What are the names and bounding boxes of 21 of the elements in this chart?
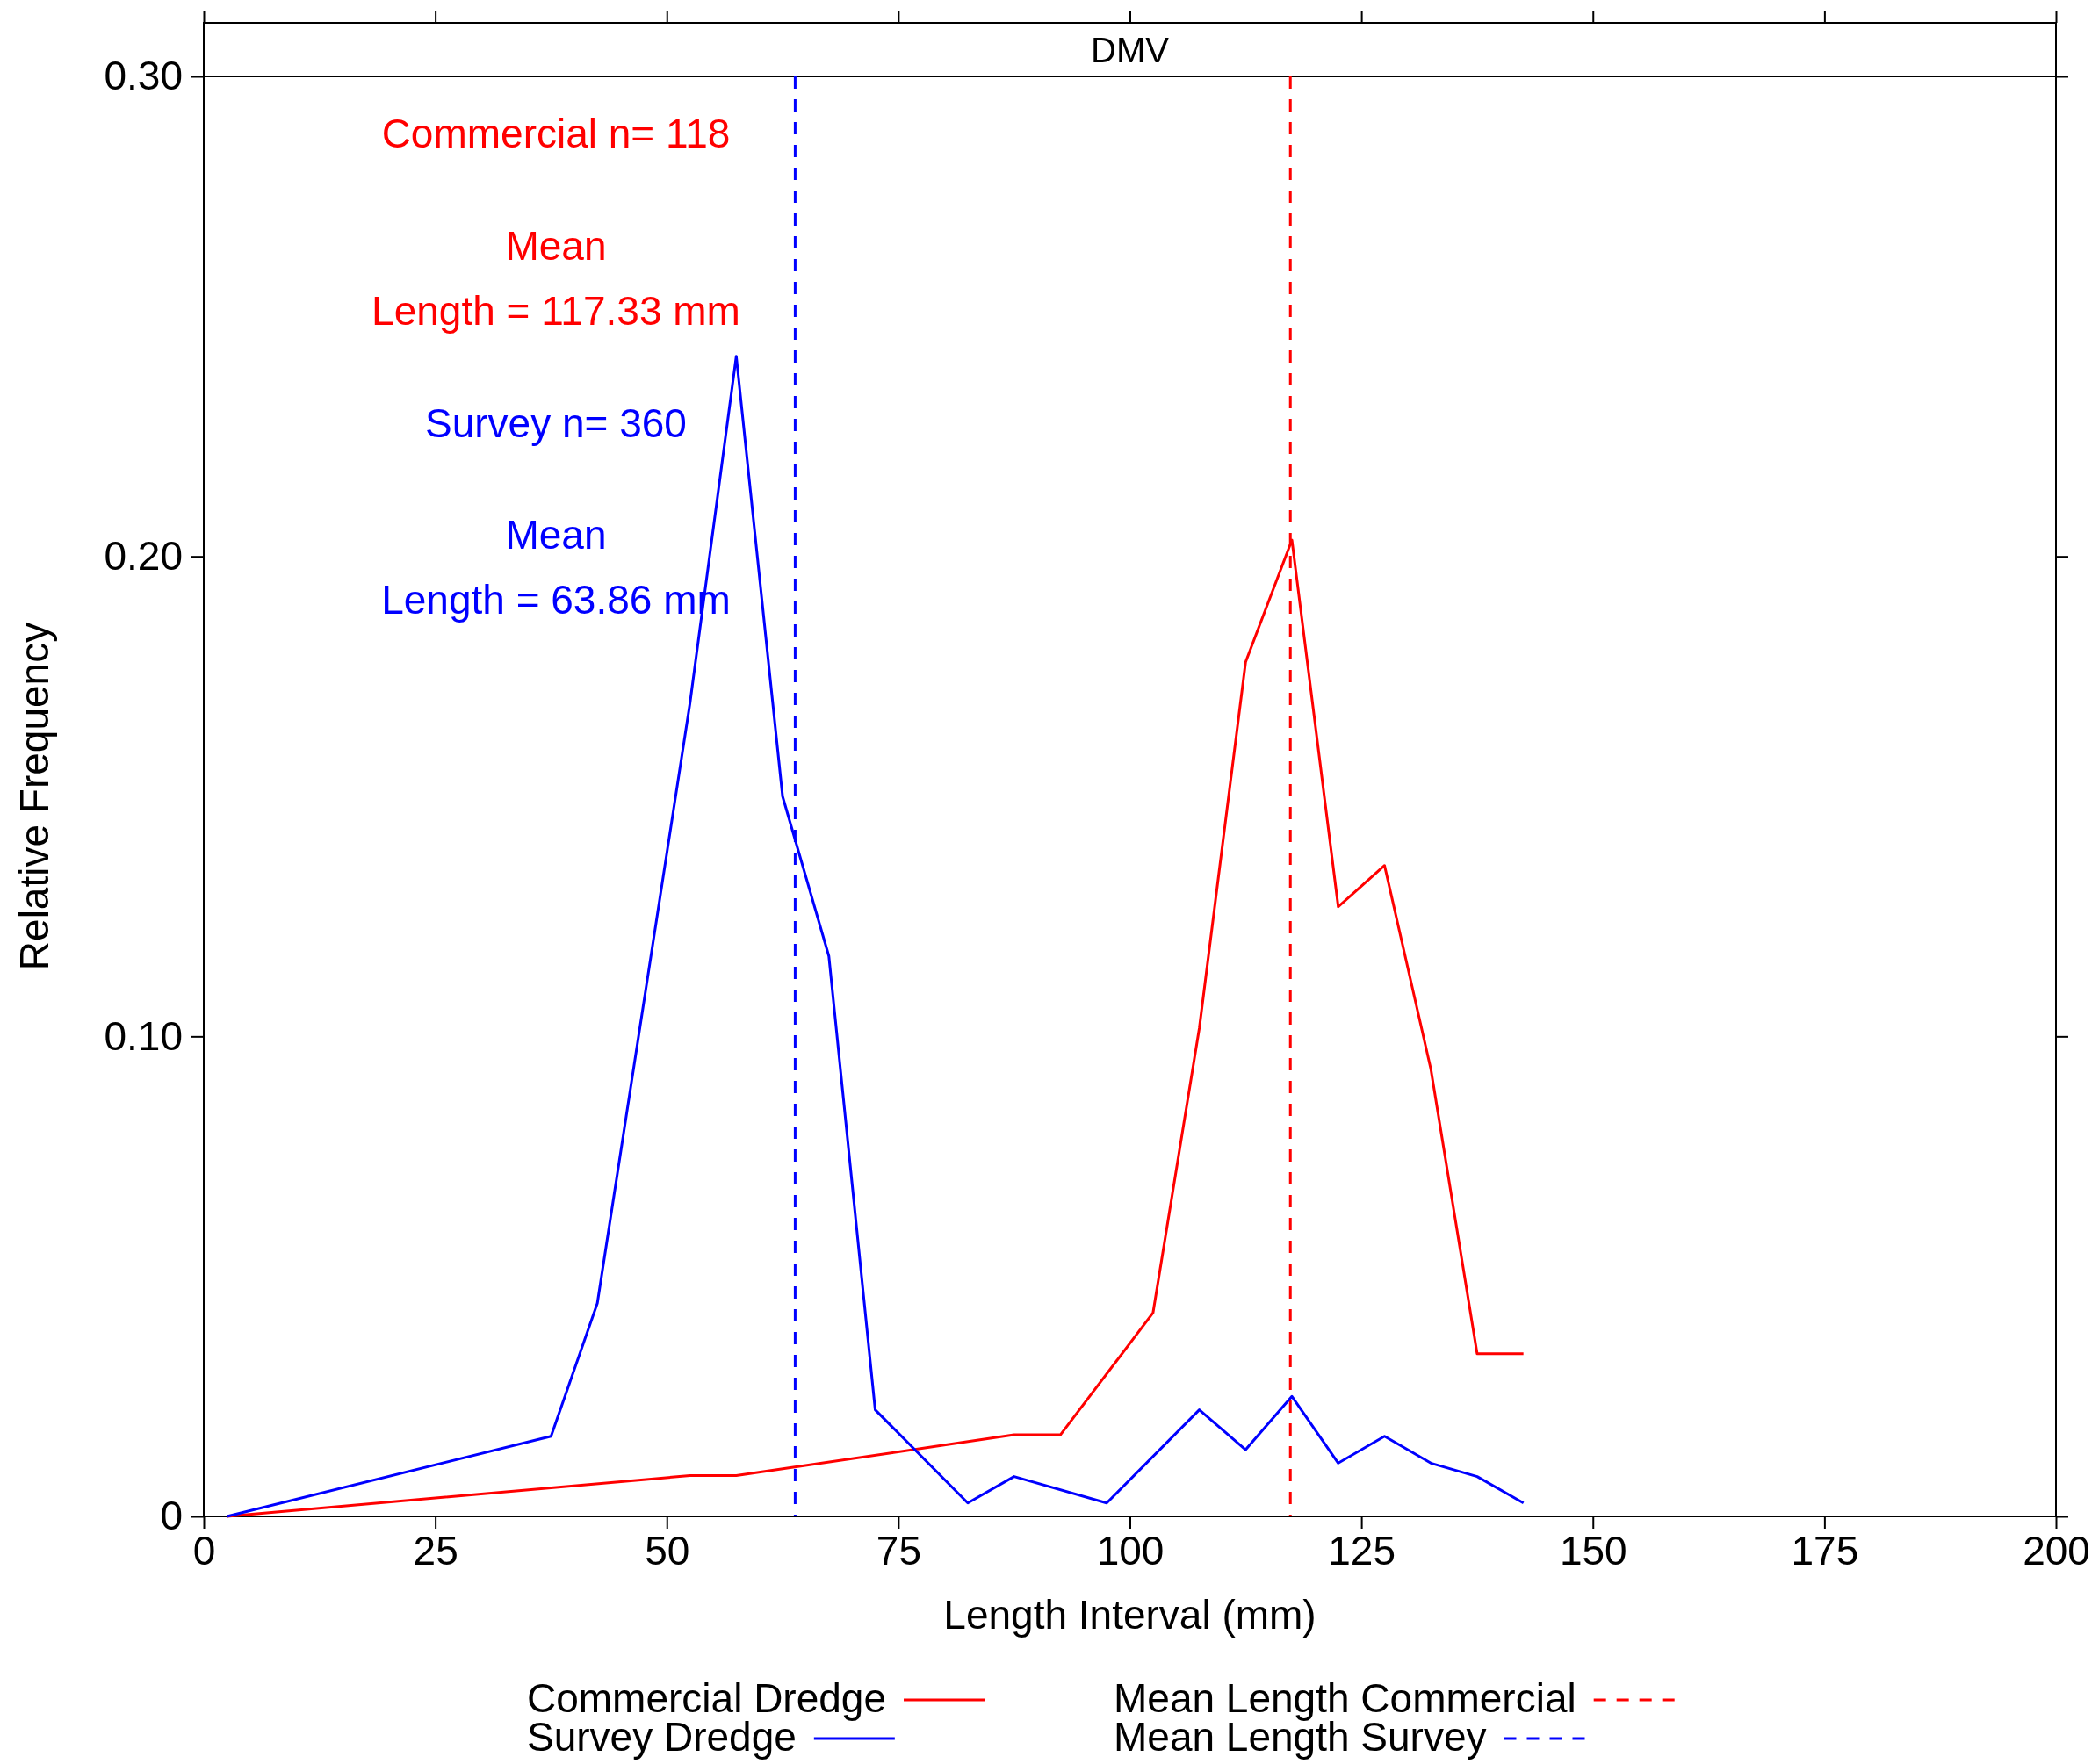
- x-tick-label: 50: [645, 1527, 690, 1573]
- y-tick-label: 0.30: [104, 53, 183, 99]
- x-tick-label: 0: [192, 1527, 216, 1573]
- annotation: Mean: [505, 223, 607, 269]
- y-tick-label: 0: [160, 1493, 183, 1539]
- x-tick-label: 25: [413, 1527, 458, 1573]
- y-tick-label: 0.10: [104, 1012, 183, 1059]
- annotation: Mean: [505, 512, 607, 558]
- x-tick-label: 100: [1096, 1527, 1165, 1573]
- x-tick-label: 125: [1328, 1527, 1396, 1573]
- x-tick-label: 150: [1559, 1527, 1627, 1573]
- y-tick-label: 0.20: [104, 532, 183, 579]
- x-axis-title: Length Interval (mm): [943, 1592, 1316, 1638]
- annotation: Commercial n= 118: [381, 111, 731, 156]
- x-tick-label: 75: [876, 1527, 921, 1573]
- x-tick-label: 200: [2023, 1527, 2090, 1573]
- y-axis-title: Relative Frequency: [11, 622, 57, 971]
- chart-title: DMV: [1091, 30, 1170, 69]
- x-tick-label: 175: [1791, 1527, 1859, 1573]
- annotation: Survey n= 360: [425, 400, 687, 446]
- annotation: Length = 117.33 mm: [371, 288, 740, 334]
